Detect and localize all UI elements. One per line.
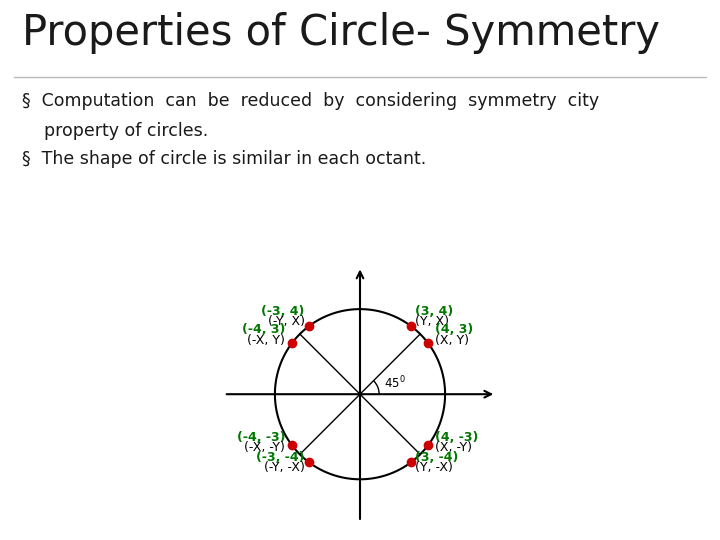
Text: (-3, -4): (-3, -4) <box>256 451 305 464</box>
Text: Properties of Circle- Symmetry: Properties of Circle- Symmetry <box>22 12 660 55</box>
Text: (3, 4): (3, 4) <box>415 305 454 318</box>
Text: 45$^{0}$: 45$^{0}$ <box>384 375 405 392</box>
Text: 34: 34 <box>351 515 369 529</box>
Text: (Y, -X): (Y, -X) <box>415 461 453 474</box>
Text: (-Y, X): (-Y, X) <box>268 315 305 328</box>
Text: (-X, Y): (-X, Y) <box>247 334 285 347</box>
Text: (-4, -3): (-4, -3) <box>237 430 285 443</box>
Text: (Y, X): (Y, X) <box>415 315 449 328</box>
Text: (-Y, -X): (-Y, -X) <box>264 461 305 474</box>
Text: (X, Y): (X, Y) <box>435 334 469 347</box>
Text: (-3, 4): (-3, 4) <box>261 305 305 318</box>
Text: (4, 3): (4, 3) <box>435 323 473 336</box>
Text: property of circles.: property of circles. <box>22 123 208 140</box>
Text: §  Computation  can  be  reduced  by  considering  symmetry  city: § Computation can be reduced by consider… <box>22 92 599 110</box>
Text: §  The shape of circle is similar in each octant.: § The shape of circle is similar in each… <box>22 150 426 168</box>
Text: Unit: 2 Graphics Primitives: Unit: 2 Graphics Primitives <box>14 515 199 529</box>
Text: (3, -4): (3, -4) <box>415 451 459 464</box>
Text: (-X, -Y): (-X, -Y) <box>244 441 285 454</box>
Text: (X, -Y): (X, -Y) <box>435 441 472 454</box>
Text: (4, -3): (4, -3) <box>435 430 478 443</box>
Text: Darshan Institute of Engineering & Technology: Darshan Institute of Engineering & Techn… <box>382 515 706 529</box>
Text: (-4, 3): (-4, 3) <box>242 323 285 336</box>
